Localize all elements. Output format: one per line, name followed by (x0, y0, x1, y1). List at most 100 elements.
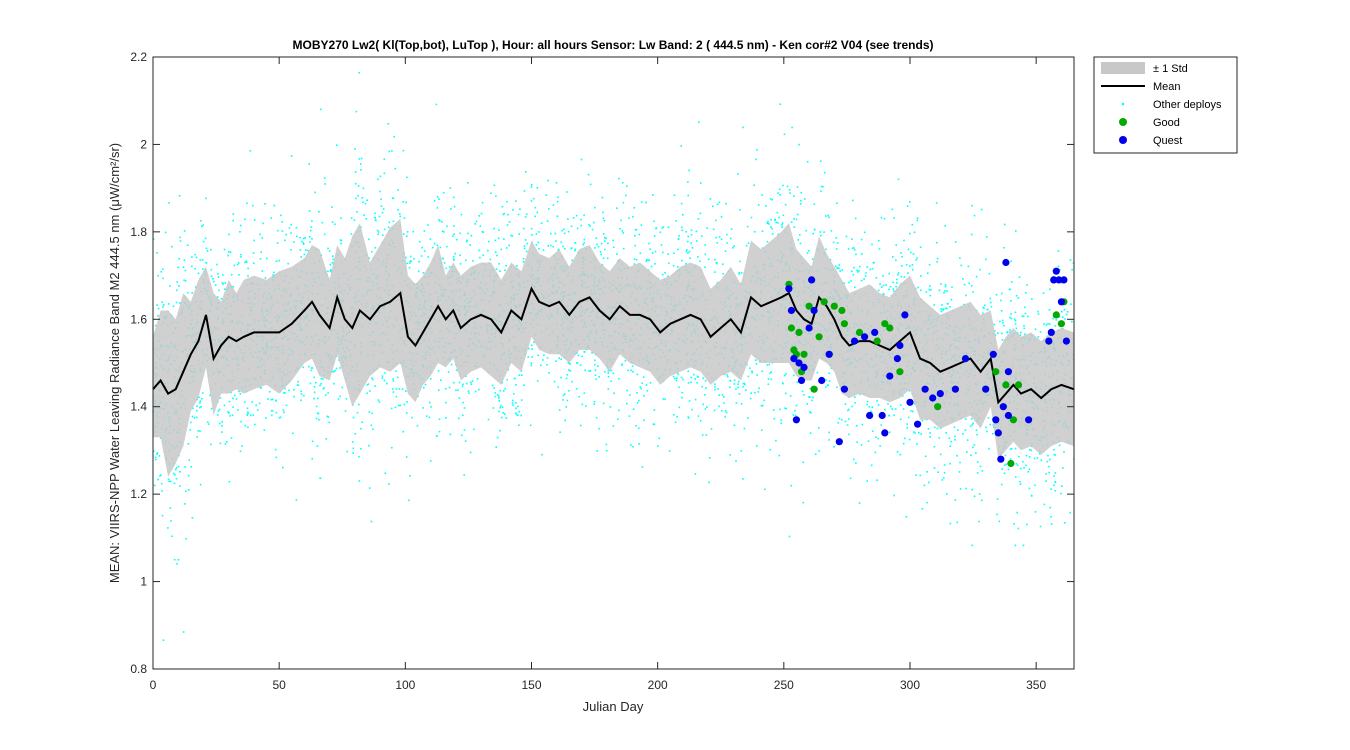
other-deploys-point (469, 451, 472, 454)
other-deploys-point (891, 408, 893, 410)
other-deploys-point (482, 254, 484, 256)
other-deploys-point (171, 245, 173, 248)
other-deploys-point (478, 249, 480, 252)
other-deploys-point (471, 380, 474, 382)
other-deploys-point (506, 200, 508, 203)
other-deploys-point (589, 183, 592, 186)
other-deploys-point (902, 408, 905, 410)
other-deploys-point (296, 384, 299, 386)
other-deploys-point (329, 270, 332, 273)
other-deploys-point (645, 384, 648, 386)
other-deploys-point (839, 270, 842, 272)
other-deploys-point (933, 426, 936, 429)
other-deploys-point (199, 402, 201, 404)
other-deploys-point (1003, 223, 1006, 226)
other-deploys-point (996, 513, 998, 516)
other-deploys-point (1010, 281, 1013, 283)
other-deploys-point (167, 478, 170, 481)
other-deploys-point (356, 211, 358, 213)
other-deploys-point (1048, 323, 1051, 325)
other-deploys-point (802, 501, 804, 504)
other-deploys-point (858, 270, 860, 272)
other-deploys-point (555, 360, 557, 362)
other-deploys-point (175, 467, 178, 469)
other-deploys-point (366, 384, 369, 386)
other-deploys-point (820, 185, 823, 188)
other-deploys-point (733, 245, 735, 247)
other-deploys-point (633, 258, 636, 260)
other-deploys-point (964, 429, 967, 431)
other-deploys-point (1015, 230, 1017, 232)
other-deploys-point (1022, 315, 1025, 318)
other-deploys-point (355, 110, 358, 113)
other-deploys-point (583, 214, 585, 216)
other-deploys-point (628, 415, 631, 417)
other-deploys-point (276, 242, 279, 244)
other-deploys-point (252, 204, 254, 207)
other-deploys-point (855, 253, 857, 256)
other-deploys-point (959, 461, 961, 464)
other-deploys-point (580, 424, 582, 427)
other-deploys-point (929, 432, 931, 434)
other-deploys-point (174, 473, 176, 476)
other-deploys-point (222, 283, 224, 285)
other-deploys-point (558, 357, 560, 359)
other-deploys-point (709, 457, 711, 459)
other-deploys-point (837, 421, 840, 424)
other-deploys-point (579, 364, 582, 366)
other-deploys-point (620, 219, 622, 222)
other-deploys-point (895, 259, 897, 262)
other-deploys-point (251, 401, 253, 403)
other-deploys-point (667, 275, 669, 278)
other-deploys-point (447, 371, 450, 373)
other-deploys-point (446, 225, 448, 228)
other-deploys-point (779, 194, 781, 196)
other-deploys-point (171, 535, 173, 538)
other-deploys-point (631, 365, 634, 368)
other-deploys-point (701, 385, 703, 388)
other-deploys-point (540, 222, 543, 224)
other-deploys-point (699, 260, 701, 263)
other-deploys-point (156, 453, 158, 455)
other-deploys-point (518, 374, 521, 376)
other-deploys-point (452, 255, 455, 258)
other-deploys-point (467, 390, 470, 392)
other-deploys-point (339, 395, 341, 398)
other-deploys-point (361, 421, 363, 424)
other-deploys-point (358, 455, 360, 458)
other-deploys-point (949, 445, 952, 447)
other-deploys-point (945, 307, 947, 310)
other-deploys-point (774, 218, 776, 221)
other-deploys-point (591, 352, 593, 354)
other-deploys-point (624, 360, 627, 362)
other-deploys-point (459, 254, 461, 257)
other-deploys-point (366, 199, 368, 201)
other-deploys-point (244, 401, 246, 403)
other-deploys-point (907, 248, 910, 251)
other-deploys-point (933, 467, 936, 469)
other-deploys-point (949, 522, 952, 525)
other-deploys-point (1033, 457, 1036, 460)
other-deploys-point (281, 230, 284, 232)
other-deploys-point (550, 244, 552, 247)
other-deploys-point (917, 286, 919, 289)
other-deploys-point (761, 370, 763, 373)
other-deploys-point (239, 450, 242, 453)
other-deploys-point (327, 247, 329, 250)
other-deploys-point (1066, 311, 1069, 313)
other-deploys-point (362, 187, 365, 190)
other-deploys-point (780, 422, 783, 425)
other-deploys-point (394, 406, 397, 409)
other-deploys-point (588, 223, 590, 226)
other-deploys-point (803, 394, 805, 396)
other-deploys-point (639, 386, 641, 388)
other-deploys-point (175, 301, 178, 304)
other-deploys-point (767, 220, 769, 223)
other-deploys-point (595, 416, 598, 419)
other-deploys-point (218, 422, 221, 425)
other-deploys-point (900, 252, 902, 254)
other-deploys-point (162, 306, 164, 308)
other-deploys-point (470, 383, 473, 385)
other-deploys-point (538, 231, 540, 233)
other-deploys-point (648, 242, 650, 245)
